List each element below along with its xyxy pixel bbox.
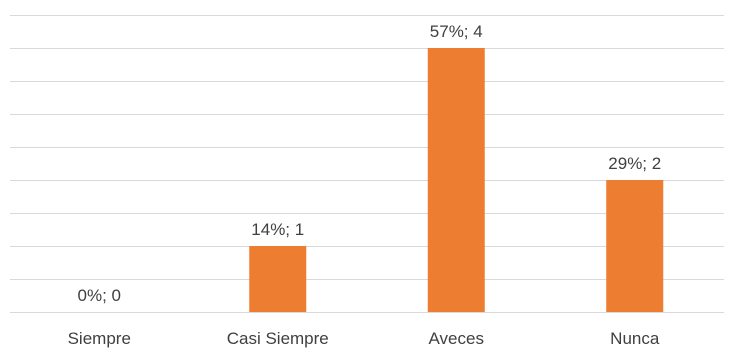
bars xyxy=(249,48,664,312)
x-tick-labels: Siempre Casi Siempre Aveces Nunca xyxy=(68,329,660,348)
data-label: 29%; 2 xyxy=(608,154,661,173)
bar-nunca xyxy=(606,180,664,312)
x-tick-label: Aveces xyxy=(429,329,484,348)
data-labels: 0%; 0 14%; 1 57%; 4 29%; 2 xyxy=(78,22,662,305)
bar-casi-siempre xyxy=(249,246,307,312)
x-tick-label: Casi Siempre xyxy=(227,329,329,348)
x-tick-label: Nunca xyxy=(610,329,660,348)
x-tick-label: Siempre xyxy=(68,329,131,348)
data-label: 14%; 1 xyxy=(251,220,304,239)
bar-aveces xyxy=(427,48,485,312)
data-label: 57%; 4 xyxy=(430,22,483,41)
data-label: 0%; 0 xyxy=(78,286,121,305)
gridlines xyxy=(10,15,724,313)
